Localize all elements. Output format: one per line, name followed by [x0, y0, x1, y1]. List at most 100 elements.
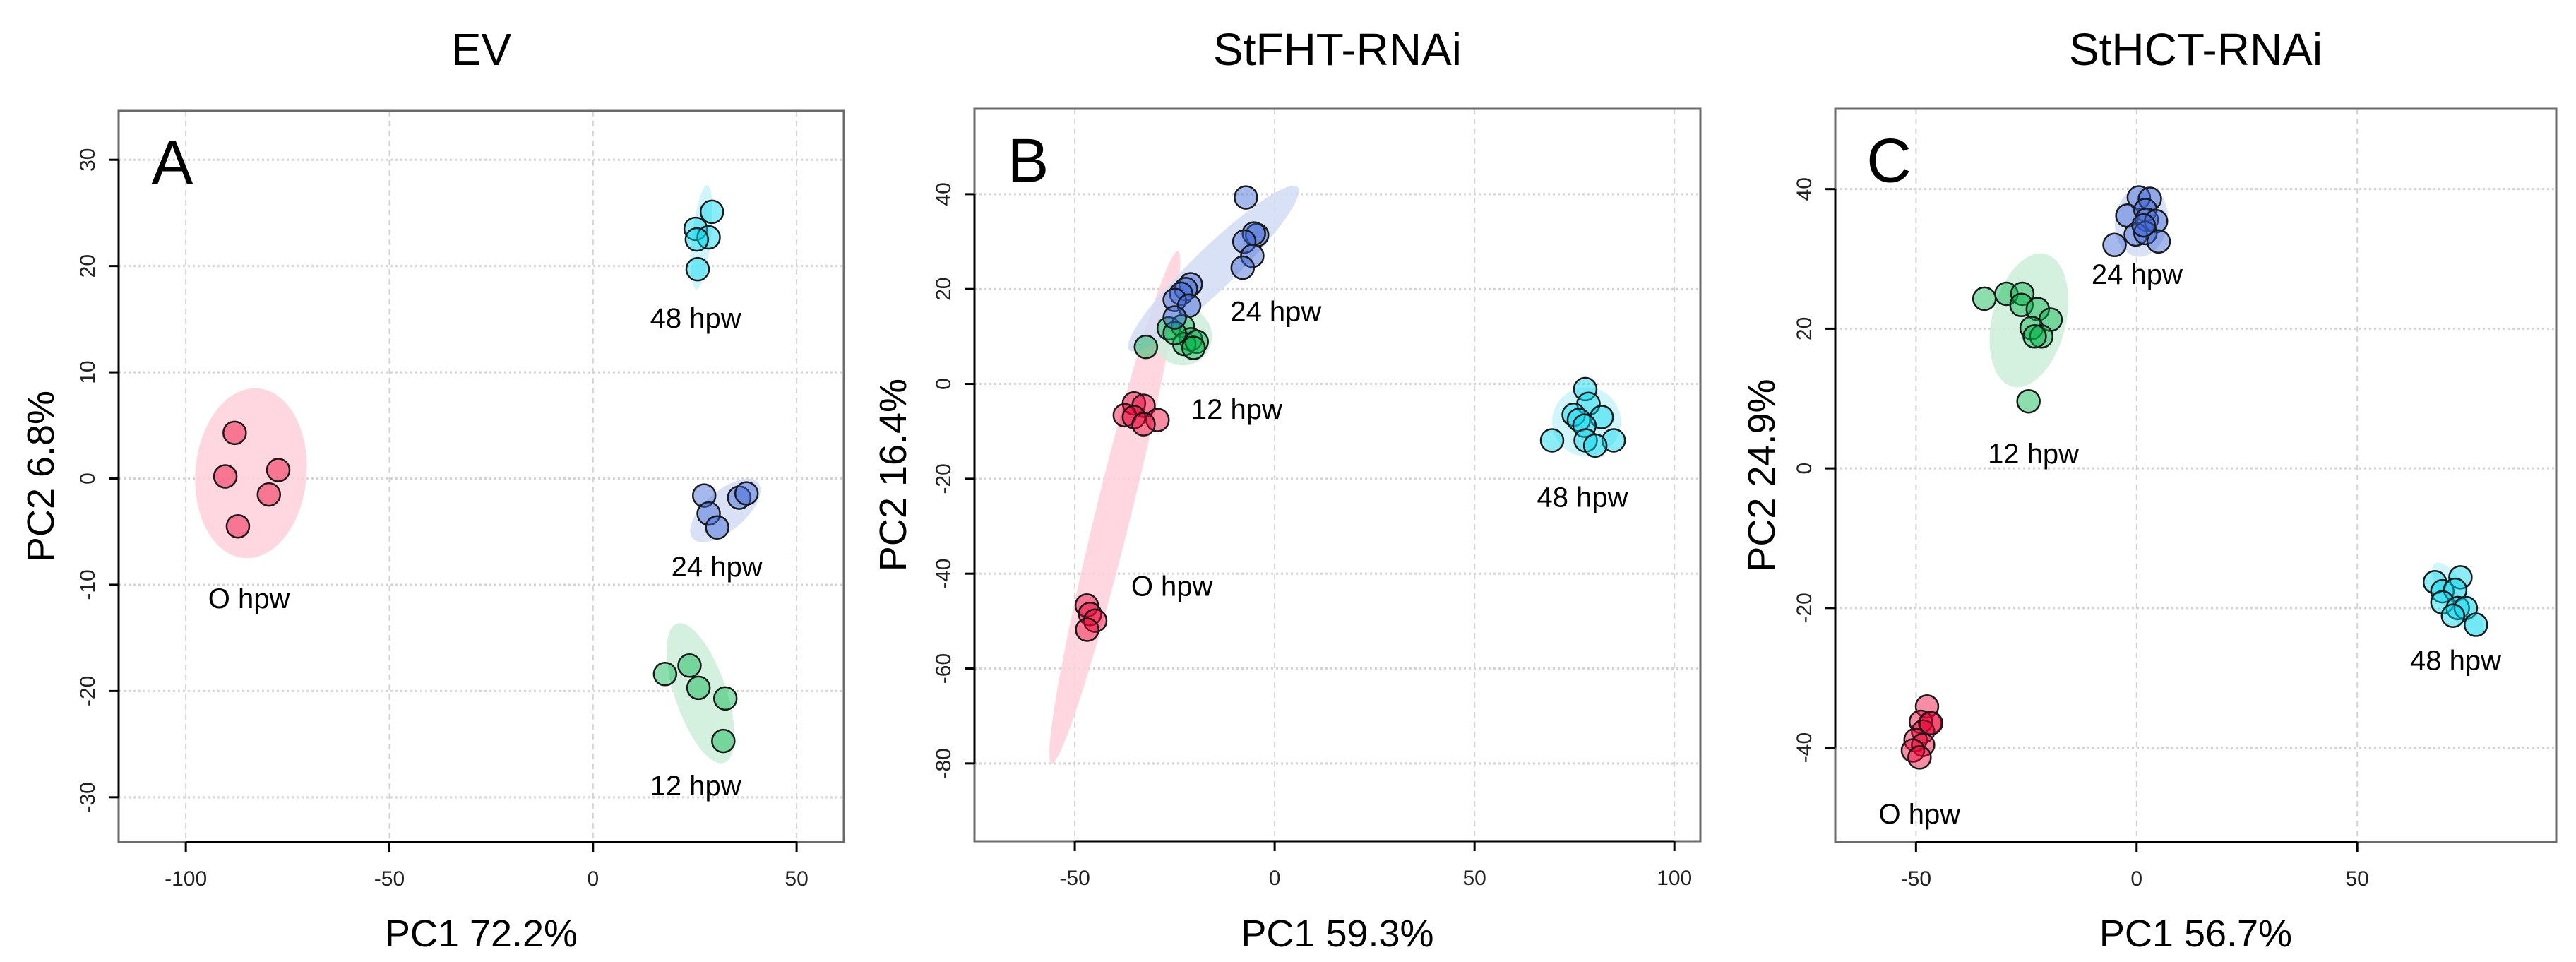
- data-point: [256, 482, 282, 507]
- y-tick-label: 20: [932, 278, 955, 301]
- x-tick-label: 0: [1269, 867, 1281, 890]
- data-point: [1573, 376, 1598, 402]
- y-tick-label: -20: [76, 676, 100, 706]
- y-tick-label: 0: [76, 473, 100, 485]
- panel-b: StFHT-RNAi O hpw 12 hpw 24 hpw 48 hpw B -50 0 50…: [872, 24, 1702, 955]
- y-axis-label: PC2 24.9%: [1741, 379, 1783, 571]
- panel-title: EV: [451, 24, 512, 75]
- x-tick-label: 0: [2130, 867, 2142, 891]
- data-point: [2146, 229, 2171, 254]
- confidence-ellipse: [667, 623, 734, 764]
- panel-c: StHCT-RNAi O hpw 12 hpw 24 hpw 48 hpw C -50 0 50…: [1741, 24, 2558, 955]
- data-point: [1234, 185, 1258, 210]
- data-point: [691, 483, 717, 508]
- data-point: [684, 227, 710, 252]
- y-tick-label: 30: [76, 148, 100, 172]
- data-point: [1539, 428, 1565, 453]
- data-point: [266, 458, 291, 482]
- group-label: 24 hpw: [1230, 297, 1321, 328]
- group-label: O hpw: [208, 583, 290, 614]
- data-point: [652, 662, 678, 687]
- data-point: [677, 653, 702, 678]
- data-point: [727, 485, 752, 510]
- data-point: [1181, 335, 1206, 360]
- data-point: [225, 513, 251, 539]
- x-tick-label: 50: [2346, 867, 2369, 891]
- data-point: [2464, 612, 2488, 637]
- y-tick-label: -80: [932, 748, 955, 778]
- panel-a: EV O hpw 12 hpw 24 hpw 48 hpw A -100 -50 0 50 -30 -…: [20, 24, 845, 955]
- data-point: [1133, 334, 1159, 360]
- x-tick-label: -50: [1901, 867, 1931, 891]
- data-point: [1900, 738, 1926, 763]
- data-point: [1131, 412, 1156, 437]
- y-tick-label: 20: [1793, 317, 1816, 340]
- confidence-ellipse: [690, 478, 761, 542]
- y-tick-label: 0: [1793, 463, 1816, 475]
- group-label: 12 hpw: [1191, 394, 1282, 425]
- x-tick-label: -100: [165, 867, 207, 891]
- data-point: [1582, 433, 1608, 458]
- panel-letter: C: [1866, 125, 1912, 195]
- y-tick-label: 40: [932, 182, 955, 206]
- y-tick-label: -60: [932, 653, 955, 684]
- data-point: [705, 515, 729, 540]
- y-tick-label: 0: [932, 378, 955, 390]
- plot-frame: [973, 107, 1702, 843]
- data-point: [1907, 745, 1932, 770]
- data-point: [685, 256, 710, 282]
- x-tick-label: 50: [1462, 867, 1486, 890]
- group-label: 48 hpw: [650, 303, 741, 334]
- plot-frame: [1834, 107, 2558, 843]
- panel-title: StHCT-RNAi: [2069, 24, 2322, 75]
- y-tick-label: -20: [1793, 593, 1816, 623]
- data-point: [712, 686, 738, 711]
- y-tick-label: -40: [932, 559, 955, 589]
- data-point: [1075, 617, 1099, 642]
- y-axis-label: PC2 16.4%: [872, 379, 914, 571]
- x-tick-label: -50: [1059, 867, 1090, 890]
- data-point: [2448, 565, 2473, 590]
- group-label: 24 hpw: [672, 552, 763, 583]
- panel-letter: B: [1008, 125, 1049, 195]
- data-point: [2131, 213, 2157, 238]
- data-point: [2443, 577, 2468, 602]
- y-tick-label: -10: [76, 569, 100, 600]
- x-axis-label: PC1 72.2%: [385, 913, 578, 955]
- x-tick-label: 50: [785, 867, 808, 891]
- plot-area: [1049, 185, 1626, 764]
- group-label: 24 hpw: [2092, 259, 2183, 290]
- data-point: [2022, 324, 2047, 349]
- data-point: [1162, 287, 1187, 312]
- x-axis-label: PC1 56.7%: [2099, 913, 2292, 955]
- data-point: [2016, 388, 2041, 414]
- data-point: [711, 728, 736, 754]
- y-tick-label: -30: [76, 782, 100, 812]
- data-point: [1145, 408, 1170, 432]
- x-tick-label: 100: [1657, 867, 1692, 890]
- y-tick-label: 20: [76, 254, 100, 278]
- y-tick-label: 10: [76, 360, 100, 384]
- x-axis-label: PC1 59.3%: [1241, 913, 1433, 955]
- data-point: [213, 464, 238, 489]
- group-label: O hpw: [1879, 799, 1961, 830]
- plot-area: [1900, 185, 2488, 770]
- data-point: [1230, 255, 1256, 280]
- y-tick-label: -20: [932, 463, 955, 494]
- group-label: 48 hpw: [2410, 645, 2501, 676]
- y-tick-label: 40: [1793, 177, 1816, 201]
- panel-letter: A: [152, 127, 193, 197]
- confidence-ellipse: [1989, 253, 2069, 388]
- data-point: [222, 420, 247, 446]
- x-tick-label: -50: [374, 867, 405, 891]
- data-point: [2102, 232, 2127, 258]
- group-label: O hpw: [1131, 571, 1213, 602]
- plot-area: [195, 185, 761, 764]
- confidence-ellipse: [1049, 251, 1181, 764]
- data-point: [2133, 220, 2158, 246]
- group-label: 48 hpw: [1537, 482, 1628, 513]
- data-point: [2440, 603, 2466, 628]
- group-label: 12 hpw: [1988, 439, 2079, 470]
- group-label: 12 hpw: [650, 771, 741, 802]
